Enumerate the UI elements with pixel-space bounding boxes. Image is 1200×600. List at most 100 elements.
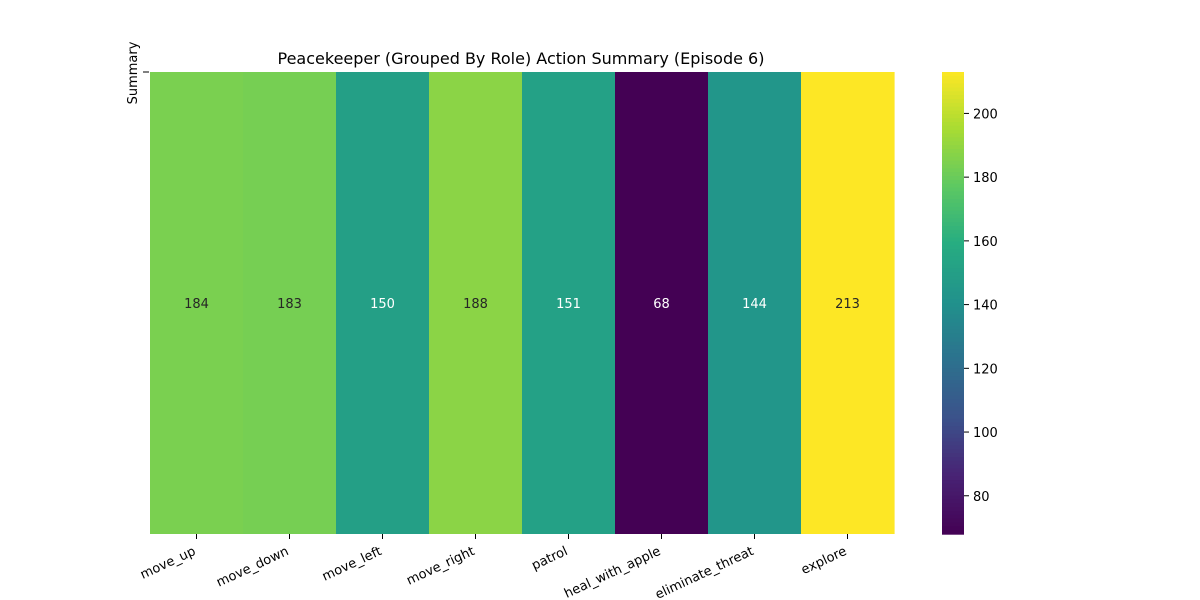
heatmap-cell xyxy=(801,72,895,534)
cell-value-label: 144 xyxy=(742,297,767,312)
colorbar-segment xyxy=(942,414,964,420)
colorbar-segment xyxy=(942,133,964,139)
colorbar-segment xyxy=(942,418,964,424)
colorbar-segment xyxy=(942,491,964,497)
colorbar-segment xyxy=(942,457,964,462)
colorbar-tick-label: 100 xyxy=(973,426,998,441)
colorbar-tick-label: 120 xyxy=(973,362,998,377)
colorbar-segment xyxy=(942,441,964,447)
colorbar-segment xyxy=(942,480,964,485)
x-tick-label: heal_with_apple xyxy=(562,544,663,600)
heatmap-cell xyxy=(615,72,709,534)
colorbar-segment xyxy=(942,399,964,404)
colorbar-segment xyxy=(942,98,964,104)
colorbar-segment xyxy=(942,175,964,181)
colorbar-segment xyxy=(942,202,964,208)
colorbar-segment xyxy=(942,179,964,185)
colorbar-segment xyxy=(942,145,964,150)
colorbar-segment xyxy=(942,229,964,235)
cell-value-label: 183 xyxy=(277,297,302,312)
colorbar-segment xyxy=(942,241,964,246)
colorbar-segment xyxy=(942,410,964,416)
colorbar-segment xyxy=(942,518,964,524)
colorbar-segment xyxy=(942,314,964,320)
colorbar-segment xyxy=(942,91,964,96)
colorbar-segment xyxy=(942,191,964,196)
colorbar-segment xyxy=(942,206,964,212)
colorbar-segment xyxy=(942,303,964,308)
cell-value-label: 151 xyxy=(556,297,581,312)
heatmap-cells xyxy=(150,72,895,534)
colorbar-segment xyxy=(942,406,964,412)
colorbar-segment xyxy=(942,499,964,504)
heatmap-cell xyxy=(429,72,523,534)
colorbar-segment xyxy=(942,333,964,339)
colorbar-segment xyxy=(942,218,964,223)
colorbar-segment xyxy=(942,468,964,474)
colorbar-segment xyxy=(942,83,964,89)
colorbar-segment xyxy=(942,264,964,270)
colorbar-tick-label: 140 xyxy=(973,299,998,314)
colorbar-segment xyxy=(942,322,964,327)
heatmap-cell xyxy=(150,72,244,534)
y-axis-label: Summary xyxy=(126,41,141,104)
colorbar-segment xyxy=(942,249,964,254)
colorbar-segment xyxy=(942,353,964,358)
colorbar-segment xyxy=(942,87,964,92)
colorbar-segment xyxy=(942,287,964,293)
x-tick-label: move_up xyxy=(138,544,198,583)
colorbar-segment xyxy=(942,507,964,512)
colorbar-segment xyxy=(942,430,964,435)
colorbar-segment xyxy=(942,368,964,373)
colorbar-segment xyxy=(942,337,964,343)
colorbar-segment xyxy=(942,164,964,169)
colorbar-segment xyxy=(942,472,964,477)
colorbar-segment xyxy=(942,295,964,300)
colorbar-segment xyxy=(942,372,964,377)
colorbar-segment xyxy=(942,102,964,108)
colorbar xyxy=(942,72,964,535)
colorbar-segment xyxy=(942,364,964,370)
cell-value-label: 213 xyxy=(835,297,860,312)
heatmap-cell xyxy=(243,72,337,534)
colorbar-segment xyxy=(942,299,964,304)
colorbar-segment xyxy=(942,349,964,354)
colorbar-segment xyxy=(942,222,964,227)
colorbar-segment xyxy=(942,387,964,393)
colorbar-segment xyxy=(942,122,964,127)
colorbar-segment xyxy=(942,237,964,243)
x-tick-label: move_right xyxy=(404,544,477,589)
colorbar-segment xyxy=(942,141,964,146)
x-tick-label: patrol xyxy=(529,544,570,574)
colorbar-segment xyxy=(942,149,964,154)
colorbar-segment xyxy=(942,118,964,123)
colorbar-segment xyxy=(942,503,964,508)
colorbar-segment xyxy=(942,187,964,193)
colorbar-segment xyxy=(942,318,964,323)
colorbar-segment xyxy=(942,345,964,350)
colorbar-segment xyxy=(942,233,964,239)
cell-value-label: 68 xyxy=(653,297,670,312)
x-tick-label: move_down xyxy=(214,544,291,591)
colorbar-segment xyxy=(942,245,964,250)
colorbar-segment xyxy=(942,326,964,331)
colorbar-segment xyxy=(942,464,964,470)
colorbar-segment xyxy=(942,226,964,231)
colorbar-segment xyxy=(942,310,964,316)
colorbar-segment xyxy=(942,125,964,131)
colorbar-segment xyxy=(942,483,964,489)
colorbar-segment xyxy=(942,279,964,285)
colorbar-segment xyxy=(942,129,964,135)
colorbar-segment xyxy=(942,276,964,281)
colorbar-segment xyxy=(942,272,964,277)
colorbar-segment xyxy=(942,160,964,166)
colorbar-segment xyxy=(942,383,964,389)
colorbar-segment xyxy=(942,156,964,162)
cell-value-labels: 184 183 150 188 151 68 144 213 xyxy=(184,297,860,312)
colorbar-segment xyxy=(942,137,964,142)
colorbar-segment xyxy=(942,195,964,200)
colorbar-segment xyxy=(942,476,964,481)
colorbar-segment xyxy=(942,260,964,266)
colorbar-segment xyxy=(942,72,964,77)
